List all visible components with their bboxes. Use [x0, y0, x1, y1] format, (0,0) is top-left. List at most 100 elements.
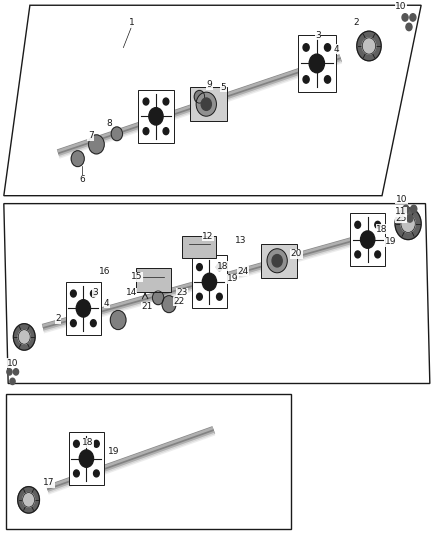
Circle shape: [411, 205, 417, 213]
Circle shape: [375, 251, 381, 258]
Bar: [69, 432, 104, 485]
Circle shape: [407, 215, 413, 222]
Circle shape: [143, 98, 149, 105]
Circle shape: [23, 492, 35, 507]
Circle shape: [74, 440, 79, 447]
Bar: [191, 255, 227, 309]
Text: 1: 1: [129, 18, 135, 27]
Polygon shape: [4, 204, 430, 383]
Circle shape: [14, 324, 35, 350]
Text: 18: 18: [82, 438, 93, 447]
Circle shape: [149, 108, 163, 125]
Text: 24: 24: [237, 267, 248, 276]
Circle shape: [402, 14, 408, 21]
Circle shape: [111, 127, 123, 141]
Circle shape: [360, 231, 375, 248]
Text: 4: 4: [104, 298, 110, 308]
Circle shape: [202, 273, 216, 290]
Text: 9: 9: [207, 80, 212, 89]
Circle shape: [401, 215, 415, 232]
Text: 25: 25: [395, 214, 406, 223]
Polygon shape: [4, 5, 421, 196]
Text: 22: 22: [173, 297, 185, 306]
Text: 18: 18: [217, 262, 228, 271]
Circle shape: [410, 14, 416, 21]
Text: 3: 3: [315, 31, 321, 40]
Text: 23: 23: [177, 288, 188, 297]
Text: 16: 16: [99, 267, 111, 276]
Text: 19: 19: [227, 274, 239, 283]
Circle shape: [403, 205, 409, 213]
Text: 2: 2: [353, 18, 359, 27]
Circle shape: [71, 151, 84, 167]
Circle shape: [14, 369, 18, 375]
Text: 21: 21: [141, 302, 153, 311]
Circle shape: [406, 23, 412, 30]
Circle shape: [10, 378, 15, 384]
Circle shape: [355, 221, 360, 228]
Circle shape: [91, 290, 96, 297]
Circle shape: [91, 320, 96, 327]
Circle shape: [162, 296, 176, 312]
Text: 5: 5: [220, 83, 226, 92]
Circle shape: [71, 320, 76, 327]
Text: 8: 8: [106, 119, 112, 128]
Text: 6: 6: [79, 175, 85, 184]
Circle shape: [197, 264, 202, 271]
Text: 11: 11: [395, 207, 406, 216]
Text: 10: 10: [7, 359, 18, 368]
Circle shape: [18, 330, 30, 344]
Text: 14: 14: [126, 288, 137, 297]
Text: 19: 19: [385, 237, 396, 246]
Circle shape: [216, 293, 222, 300]
Circle shape: [163, 98, 169, 105]
Circle shape: [88, 135, 104, 154]
Circle shape: [7, 369, 12, 375]
Circle shape: [18, 487, 39, 513]
Text: 20: 20: [291, 249, 302, 259]
Circle shape: [201, 98, 212, 110]
Text: 3: 3: [92, 288, 98, 297]
Circle shape: [355, 251, 360, 258]
Circle shape: [272, 255, 282, 267]
Circle shape: [395, 208, 421, 240]
Circle shape: [79, 450, 94, 467]
Text: 7: 7: [88, 132, 94, 140]
Circle shape: [76, 300, 91, 317]
Text: 10: 10: [395, 2, 406, 11]
Circle shape: [325, 76, 331, 83]
Bar: [183, 237, 216, 257]
Bar: [350, 213, 385, 266]
Text: 19: 19: [108, 447, 120, 456]
Circle shape: [216, 264, 222, 271]
Circle shape: [325, 44, 331, 51]
Circle shape: [309, 54, 325, 72]
Circle shape: [152, 291, 164, 305]
Circle shape: [94, 440, 99, 447]
Circle shape: [303, 76, 309, 83]
Text: 4: 4: [334, 45, 339, 54]
Bar: [298, 35, 336, 92]
Circle shape: [357, 31, 381, 61]
Text: 10: 10: [396, 195, 407, 204]
Text: 12: 12: [202, 232, 214, 241]
Bar: [136, 269, 171, 292]
Circle shape: [143, 128, 149, 135]
Circle shape: [74, 470, 79, 477]
Text: 17: 17: [43, 479, 54, 488]
Text: 18: 18: [376, 224, 388, 233]
Text: 2: 2: [55, 314, 61, 324]
Bar: [190, 87, 226, 122]
Circle shape: [94, 470, 99, 477]
Circle shape: [163, 128, 169, 135]
Ellipse shape: [196, 92, 216, 116]
Circle shape: [303, 44, 309, 51]
Polygon shape: [6, 394, 291, 529]
Bar: [261, 244, 297, 278]
Circle shape: [71, 290, 76, 297]
Text: 13: 13: [235, 236, 247, 245]
Circle shape: [362, 38, 376, 54]
Text: 15: 15: [131, 272, 142, 281]
Circle shape: [110, 311, 126, 329]
Bar: [138, 90, 174, 143]
